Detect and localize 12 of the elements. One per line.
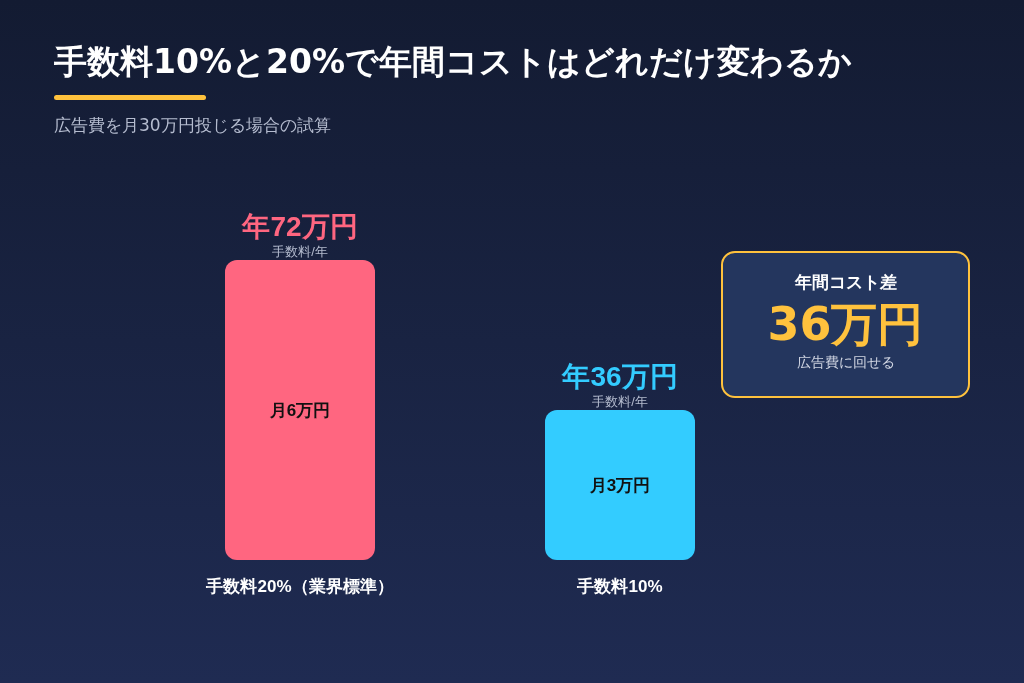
annotation: 手数料/年 — [272, 244, 328, 259]
data-label: 年72万円 — [241, 210, 358, 242]
x-tick-label: 手数料20%（業界標準） — [205, 577, 394, 596]
x-tick-label: 手数料10% — [576, 577, 663, 596]
card: 年間コスト差 36万円 広告費に回せる — [721, 251, 970, 398]
annotation: 手数料/年 — [592, 394, 648, 409]
chart-title: 手数料10%と20%で年間コストはどれだけ変わるか — [54, 41, 852, 83]
data-label: 年36万円 — [561, 360, 678, 392]
chart-subtitle: 広告費を月30万円投じる場合の試算 — [54, 114, 331, 137]
annotation: 月6万円 — [268, 400, 331, 420]
annotation: 月3万円 — [588, 475, 651, 495]
annotation: 36万円 — [766, 296, 925, 353]
